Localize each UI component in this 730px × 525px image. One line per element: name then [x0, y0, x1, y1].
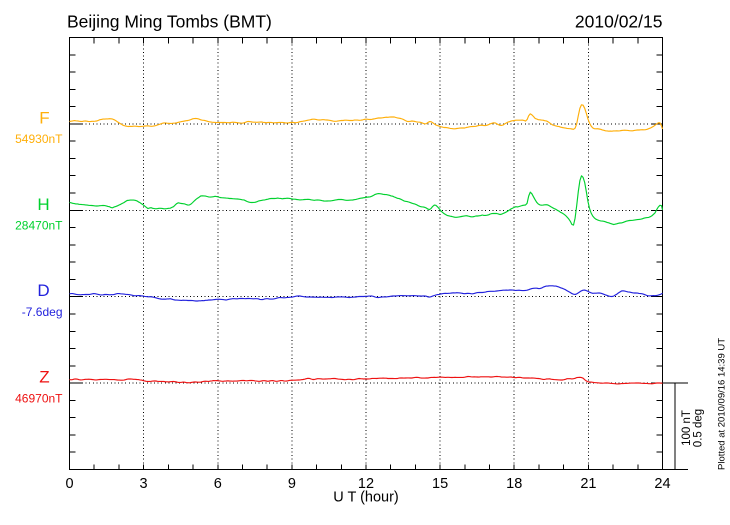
svg-text:9: 9 — [288, 476, 296, 492]
svg-text:Z: Z — [39, 368, 49, 387]
svg-text:F: F — [39, 108, 49, 127]
svg-text:0: 0 — [65, 476, 73, 492]
svg-text:24: 24 — [654, 476, 670, 492]
svg-text:2010/02/15: 2010/02/15 — [575, 12, 663, 32]
svg-text:18: 18 — [506, 476, 522, 492]
svg-text:21: 21 — [580, 476, 596, 492]
svg-text:-7.6deg: -7.6deg — [22, 305, 63, 319]
svg-text:3: 3 — [140, 476, 148, 492]
svg-text:Beijing Ming Tombs (BMT): Beijing Ming Tombs (BMT) — [67, 12, 272, 32]
svg-text:U T (hour): U T (hour) — [333, 490, 399, 506]
svg-text:54930nT: 54930nT — [15, 132, 63, 146]
svg-text:15: 15 — [432, 476, 448, 492]
svg-text:12: 12 — [358, 476, 374, 492]
svg-text:Plotted at 2010/09/16 14:39 UT: Plotted at 2010/09/16 14:39 UT — [717, 338, 728, 470]
svg-text:0.5 deg: 0.5 deg — [693, 409, 705, 447]
svg-text:6: 6 — [214, 476, 222, 492]
svg-text:D: D — [37, 281, 49, 300]
svg-text:H: H — [37, 195, 49, 214]
svg-text:28470nT: 28470nT — [15, 219, 63, 233]
svg-text:46970nT: 46970nT — [15, 391, 63, 405]
svg-text:100 nT: 100 nT — [681, 410, 693, 446]
